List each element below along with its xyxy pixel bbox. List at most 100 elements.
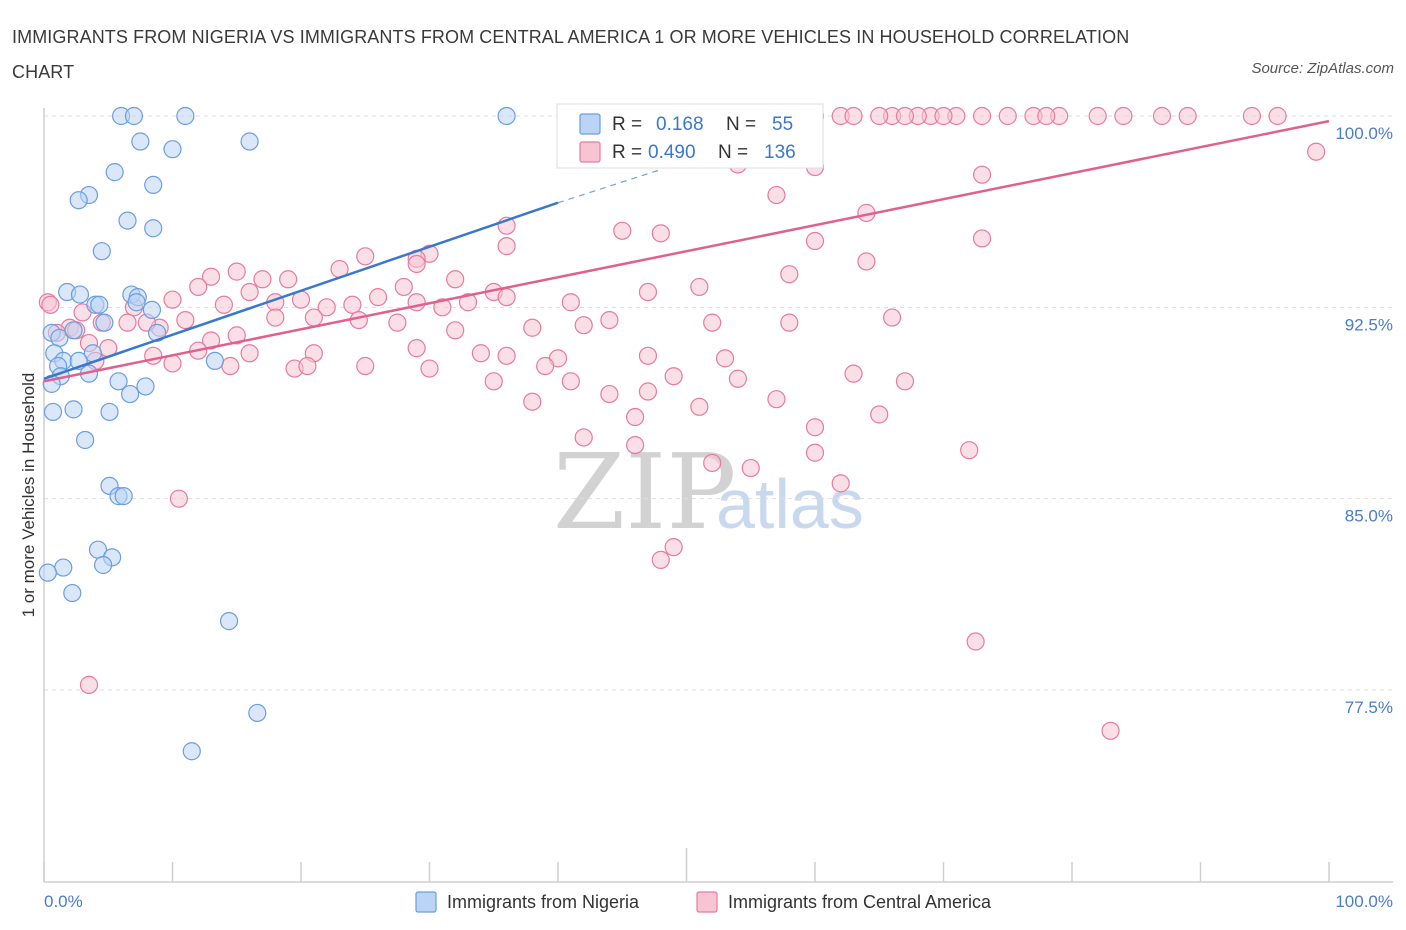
nigeria-point — [144, 175, 163, 194]
nigeria-point — [248, 703, 267, 723]
central-america-point — [349, 310, 368, 330]
series-legend: Immigrants from Nigeria Immigrants from … — [415, 891, 992, 913]
central-america-point — [805, 443, 825, 462]
nigeria-point — [64, 321, 83, 340]
legend-swatch-nigeria — [415, 891, 437, 913]
central-america-point — [214, 295, 233, 314]
central-america-point — [253, 270, 272, 289]
central-america-point — [972, 106, 992, 126]
central-america-point — [600, 310, 619, 330]
central-america-point — [240, 344, 259, 363]
central-america-point — [1037, 106, 1056, 126]
central-america-point — [1101, 721, 1120, 740]
nigeria-point — [109, 372, 128, 391]
central-america-point — [484, 372, 503, 391]
central-america-point — [870, 106, 889, 126]
central-america-point — [279, 270, 298, 289]
central-america-point — [1242, 106, 1262, 126]
central-america-point — [497, 237, 516, 256]
stats-legend-n-label: N = — [718, 142, 748, 163]
central-america-point — [394, 277, 413, 297]
central-america-point — [163, 290, 182, 309]
nigeria-point — [64, 400, 83, 419]
trend-line-nigeria-extension — [557, 169, 661, 204]
nigeria-point — [76, 430, 95, 450]
central-america-point — [298, 356, 317, 376]
legend-swatch-central-america — [696, 891, 718, 913]
central-america-point — [857, 252, 876, 271]
stats-legend-box — [556, 103, 824, 169]
central-america-point — [471, 344, 490, 363]
nigeria-point — [92, 242, 111, 261]
x-axis-ticks — [43, 848, 1330, 882]
central-america-point — [1152, 106, 1172, 126]
central-america-point — [895, 106, 915, 126]
stats-legend-n-value: 136 — [764, 142, 796, 163]
central-america-point — [356, 247, 375, 266]
central-america-point — [966, 632, 985, 651]
central-america-point — [651, 550, 670, 569]
x-tick-label-max: 100.0% — [1335, 892, 1393, 911]
series-nigeria-points — [38, 106, 516, 761]
central-america-point — [780, 265, 799, 284]
central-america-point — [600, 384, 619, 404]
y-tick-label: 92.5% — [1345, 315, 1393, 334]
nigeria-point — [176, 106, 195, 126]
nigeria-point — [120, 384, 140, 404]
nigeria-point — [182, 742, 201, 761]
central-america-point — [625, 407, 645, 427]
nigeria-point — [497, 106, 516, 126]
central-america-point — [356, 356, 375, 376]
stats-legend-swatch-nigeria — [579, 113, 601, 135]
series-central-america-points — [38, 106, 1326, 740]
central-america-point — [1178, 106, 1197, 126]
central-america-point — [741, 458, 760, 478]
central-america-point — [201, 267, 221, 286]
watermark-zip: ZIP — [553, 431, 736, 553]
central-america-point — [446, 321, 465, 340]
central-america-point — [780, 313, 799, 332]
nigeria-point — [144, 219, 163, 238]
nigeria-point — [163, 140, 182, 159]
central-america-point — [638, 346, 658, 365]
stats-legend-r-label: R = — [612, 142, 642, 163]
central-america-point — [960, 441, 979, 460]
central-america-point — [561, 372, 580, 391]
nigeria-point — [94, 555, 113, 575]
stats-legend-r-label: R = — [612, 114, 642, 135]
nigeria-point — [114, 487, 133, 506]
source-label: Source: ZipAtlas.com — [1251, 60, 1394, 77]
central-america-point — [317, 298, 336, 317]
central-america-point — [805, 418, 825, 437]
legend-label-nigeria: Immigrants from Nigeria — [447, 892, 640, 912]
central-america-point — [536, 356, 555, 376]
central-america-point — [613, 221, 632, 240]
central-america-point — [1307, 142, 1326, 161]
central-america-point — [79, 675, 99, 694]
central-america-point — [651, 224, 670, 243]
central-america-point — [625, 435, 645, 455]
nigeria-point — [54, 558, 73, 577]
stats-legend-n-label: N = — [726, 114, 756, 135]
nigeria-point — [219, 612, 239, 631]
central-america-point — [998, 106, 1017, 126]
stats-legend-r-value: 0.490 — [648, 142, 696, 163]
central-america-point — [805, 231, 825, 251]
central-america-point — [446, 270, 465, 289]
stats-legend-swatch-central-america — [579, 141, 601, 163]
central-america-point — [458, 293, 478, 312]
central-america-point — [407, 254, 426, 274]
chart-title: IMMIGRANTS FROM NIGERIA VS IMMIGRANTS FR… — [12, 27, 1130, 82]
central-america-point — [433, 298, 452, 317]
central-america-point — [664, 538, 683, 557]
nigeria-point — [205, 351, 225, 371]
central-america-point — [895, 372, 915, 391]
central-america-point — [189, 277, 208, 297]
nigeria-point — [95, 313, 114, 332]
trend-line-nigeria — [43, 201, 559, 380]
nigeria-point — [118, 211, 137, 230]
y-tick-label: 77.5% — [1345, 698, 1393, 717]
central-america-point — [523, 392, 542, 411]
central-america-point — [497, 346, 516, 365]
stats-legend-r-value: 0.168 — [656, 114, 704, 135]
